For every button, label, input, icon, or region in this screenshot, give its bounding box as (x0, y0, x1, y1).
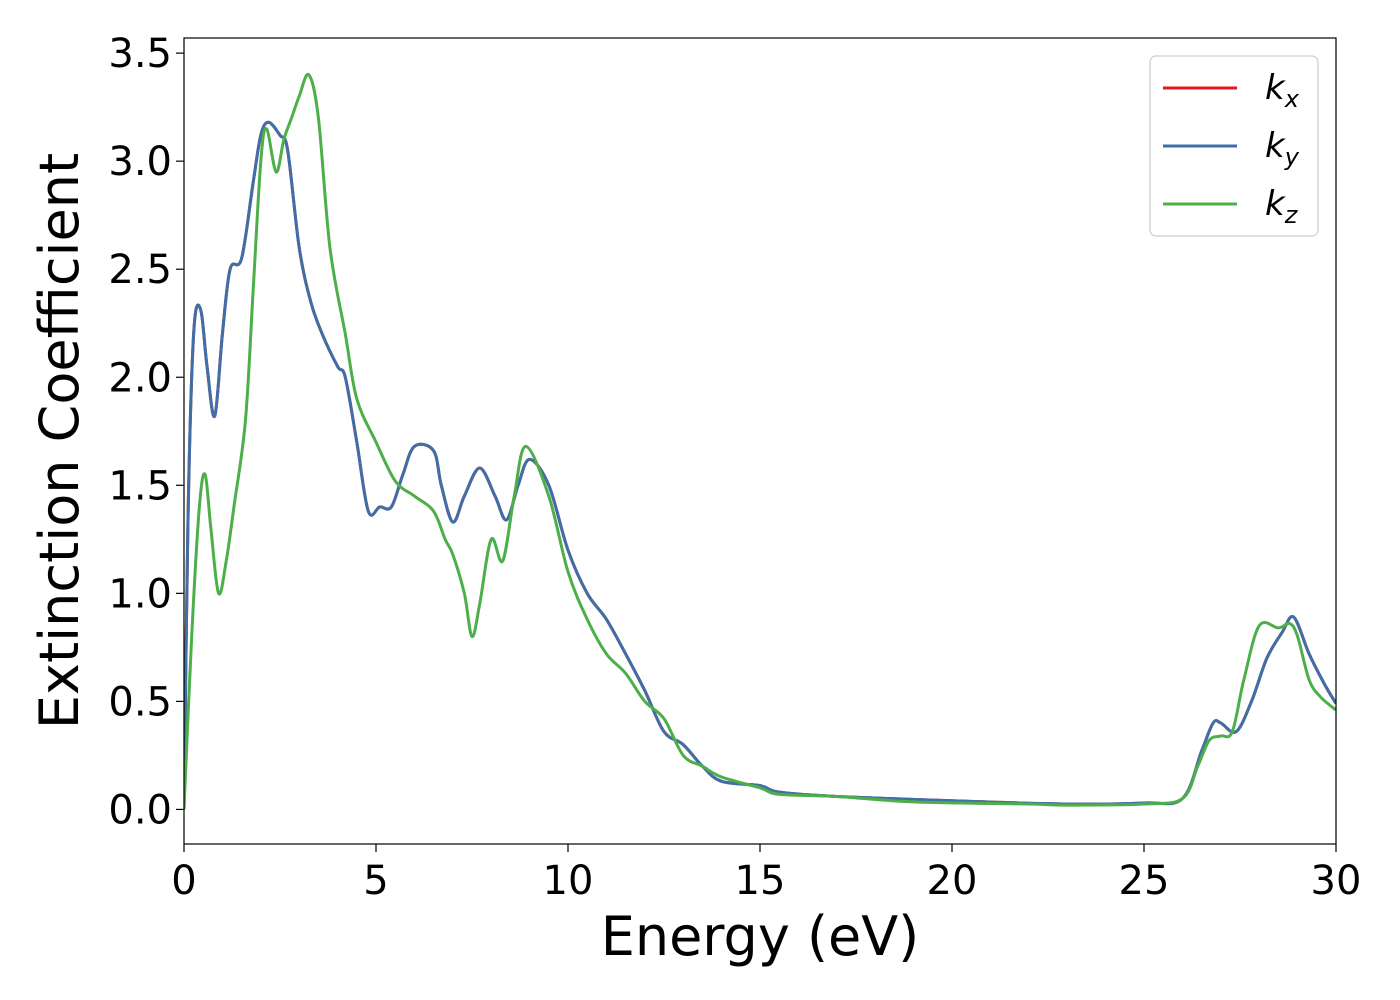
legend-label: ky (1265, 126, 1300, 171)
legend-label: kx (1265, 68, 1300, 113)
series-lines (184, 72, 1336, 810)
series-line-k-z (184, 72, 1336, 810)
y-tick-label: 1.5 (108, 463, 172, 509)
x-tick-label: 20 (927, 858, 978, 904)
y-axis-label: Extinction Coefficient (28, 153, 91, 729)
y-tick-label: 3.5 (108, 31, 172, 77)
y-tick-label: 2.5 (108, 247, 172, 293)
x-tick-label: 15 (735, 858, 786, 904)
plot-area (183, 37, 1337, 845)
y-axis-ticks: 0.0 0.5 1.0 1.5 2.0 2.5 3.0 3.5 (108, 31, 184, 833)
legend: kx ky kz (1149, 55, 1319, 237)
x-tick-label: 25 (1119, 858, 1170, 904)
legend-label: kz (1265, 184, 1299, 229)
x-tick-label: 30 (1311, 858, 1362, 904)
y-tick-label: 3.0 (108, 139, 172, 185)
x-axis-label: Energy (eV) (601, 905, 920, 968)
y-tick-label: 2.0 (108, 355, 172, 401)
y-tick-label: 1.0 (108, 571, 172, 617)
x-tick-label: 5 (363, 858, 388, 904)
y-tick-label: 0.0 (108, 787, 172, 833)
x-tick-label: 10 (543, 858, 594, 904)
x-axis-ticks: 0 5 10 15 20 25 30 (171, 844, 1361, 904)
y-tick-label: 0.5 (108, 679, 172, 725)
x-tick-label: 0 (171, 858, 196, 904)
